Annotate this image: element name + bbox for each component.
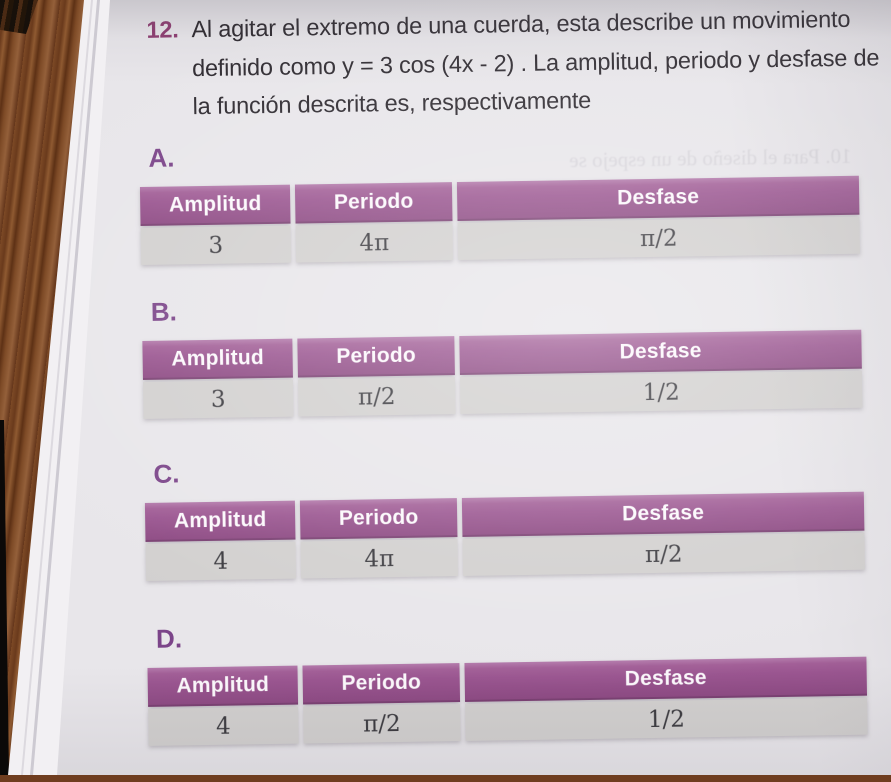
option-c: C. Amplitud Periodo Desfase 4 4π π/2 [144, 448, 866, 581]
print-bleed-artifact: 10. Para el diseño de un espejo se [569, 143, 852, 173]
option-a: A. Amplitud Periodo Desfase 3 4π π/2 [139, 132, 861, 265]
header-amplitud: Amplitud [139, 184, 291, 226]
header-amplitud: Amplitud [144, 500, 296, 542]
option-d: D. Amplitud Periodo Desfase 4 π/2 1/2 [147, 613, 868, 746]
page-edge-shadow [0, 420, 9, 775]
option-b: B. Amplitud Periodo Desfase 3 π/2 1/2 [142, 286, 863, 419]
option-d-amplitud: 4 [148, 706, 299, 746]
option-d-periodo: π/2 [303, 704, 461, 744]
option-d-desfase: 1/2 [465, 697, 868, 741]
option-a-label: A. [148, 142, 175, 173]
option-b-desfase: 1/2 [459, 370, 863, 414]
option-a-amplitud: 3 [140, 225, 292, 265]
header-periodo: Periodo [299, 498, 458, 540]
header-desfase: Desfase [456, 175, 860, 222]
option-b-label: B. [150, 296, 178, 327]
option-a-table: Amplitud Periodo Desfase 3 4π π/2 [139, 175, 861, 265]
header-desfase: Desfase [461, 491, 865, 537]
header-desfase: Desfase [459, 329, 862, 376]
option-c-table: Amplitud Periodo Desfase 4 4π π/2 [144, 491, 866, 581]
option-d-label: D. [155, 623, 183, 654]
header-amplitud: Amplitud [147, 665, 299, 707]
header-periodo: Periodo [302, 663, 461, 705]
question-number: 12. [146, 16, 179, 43]
header-desfase: Desfase [464, 656, 868, 702]
header-periodo: Periodo [294, 182, 453, 224]
option-a-periodo: 4π [295, 223, 454, 263]
option-c-periodo: 4π [300, 539, 459, 579]
question-block: 12. Al agitar el extremo de una cuerda, … [146, 0, 879, 126]
option-b-periodo: π/2 [297, 377, 456, 417]
option-c-amplitud: 4 [145, 541, 297, 581]
option-d-table: Amplitud Periodo Desfase 4 π/2 1/2 [147, 656, 868, 746]
header-periodo: Periodo [297, 336, 455, 378]
header-amplitud: Amplitud [142, 338, 293, 380]
option-b-table: Amplitud Periodo Desfase 3 π/2 1/2 [142, 329, 863, 419]
option-a-desfase: π/2 [457, 216, 861, 261]
option-c-label: C. [153, 458, 180, 489]
option-c-desfase: π/2 [462, 532, 866, 576]
option-b-amplitud: 3 [142, 379, 294, 419]
